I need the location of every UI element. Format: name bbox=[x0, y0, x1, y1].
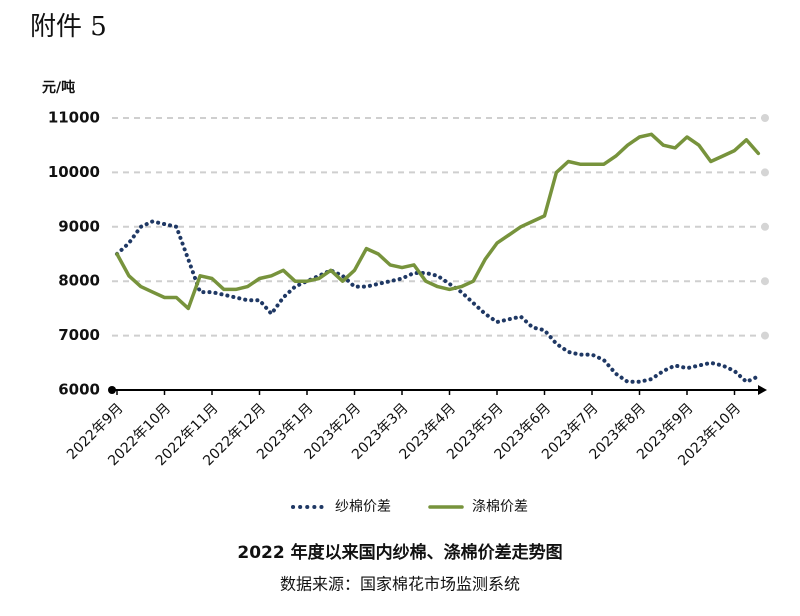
axis-dot bbox=[108, 386, 116, 394]
y-tick-label: 6000 bbox=[58, 381, 100, 399]
y-tick-label: 7000 bbox=[58, 326, 100, 344]
legend-label: 纱棉价差 bbox=[335, 498, 391, 515]
series-line bbox=[115, 219, 761, 384]
y-tick-label: 8000 bbox=[58, 272, 100, 290]
legend-label: 涤棉价差 bbox=[472, 498, 528, 515]
y-tick-label: 9000 bbox=[58, 217, 100, 235]
grid-end-dot bbox=[761, 114, 769, 122]
y-tick-label: 11000 bbox=[48, 109, 100, 127]
chart-title: 2022 年度以来国内纱棉、涤棉价差走势图 bbox=[237, 542, 562, 563]
axis-arrow bbox=[758, 385, 767, 395]
grid-end-dot bbox=[761, 331, 769, 340]
y-axis-label: 元/吨 bbox=[42, 79, 75, 96]
grid-end-dot bbox=[761, 277, 769, 286]
header: 附件 5 bbox=[30, 12, 107, 42]
grid-end-dot bbox=[761, 168, 769, 177]
series-line bbox=[115, 132, 761, 311]
y-tick-label: 10000 bbox=[48, 163, 100, 181]
source: 数据来源：国家棉花市场监测系统 bbox=[280, 575, 520, 594]
grid-end-dot bbox=[761, 222, 769, 231]
